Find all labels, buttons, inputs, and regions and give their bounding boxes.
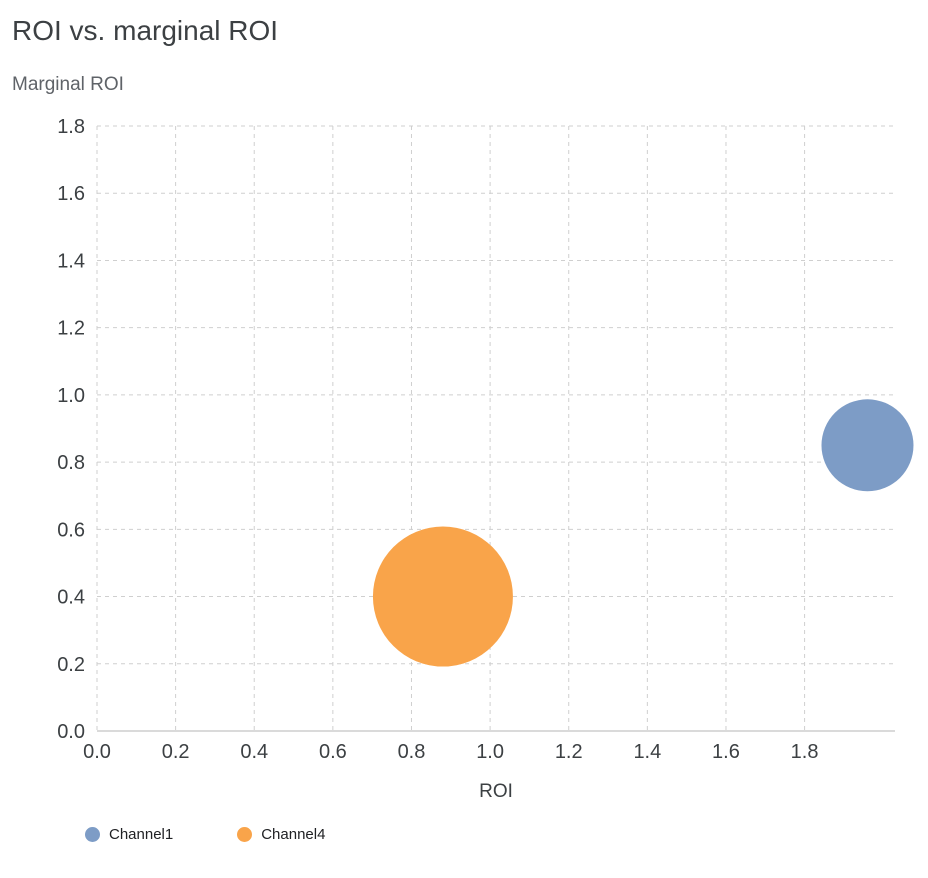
chart-container: ROI vs. marginal ROI Marginal ROI 0.0 0.2… [0,14,928,843]
x-tick-label: 0.6 [319,741,347,763]
y-axis-title: Marginal ROI [12,73,124,95]
chart-title: ROI vs. marginal ROI [12,15,279,46]
legend-swatch-icon [237,826,253,842]
x-tick-label: 0.8 [398,741,426,763]
y-tick-label: 1.0 [57,384,85,406]
y-tick-label: 0.0 [57,721,85,743]
x-tick-label: 1.6 [712,741,740,763]
x-tick-label: 1.8 [791,741,819,763]
y-tick-label: 1.2 [57,317,85,339]
y-tick-label: 0.2 [57,653,85,675]
bubble-chart: 0.0 0.2 0.4 0.6 0.8 1.0 1.2 1.4 1.6 1.8 0.0 0.2 0.4 0… [57,116,914,802]
legend-item-channel4[interactable]: Channel4 [237,826,325,843]
legend-item-channel1[interactable]: Channel1 [85,826,173,843]
legend-label: Channel1 [109,825,174,843]
y-tick-label: 1.8 [57,116,85,138]
bubble-channel4[interactable] [372,526,513,667]
x-tick-label: 0.0 [83,741,111,763]
bubble-channel1[interactable] [821,398,914,491]
x-tick-label: 1.2 [555,741,583,763]
y-tick-label: 0.4 [57,586,85,608]
legend: Channel1 Channel4 [85,826,928,843]
legend-label: Channel4 [261,825,326,843]
x-tick-label: 1.4 [633,741,661,763]
y-tick-label: 0.8 [57,452,85,474]
legend-swatch-icon [85,826,100,842]
x-axis-title: ROI [479,781,513,802]
y-tick-label: 0.6 [57,519,85,541]
y-tick-label: 1.4 [57,250,85,272]
y-tick-label: 1.6 [57,183,85,205]
x-tick-label: 0.4 [240,741,268,763]
x-tick-label: 1.0 [476,741,504,763]
x-tick-label: 0.2 [162,741,190,763]
